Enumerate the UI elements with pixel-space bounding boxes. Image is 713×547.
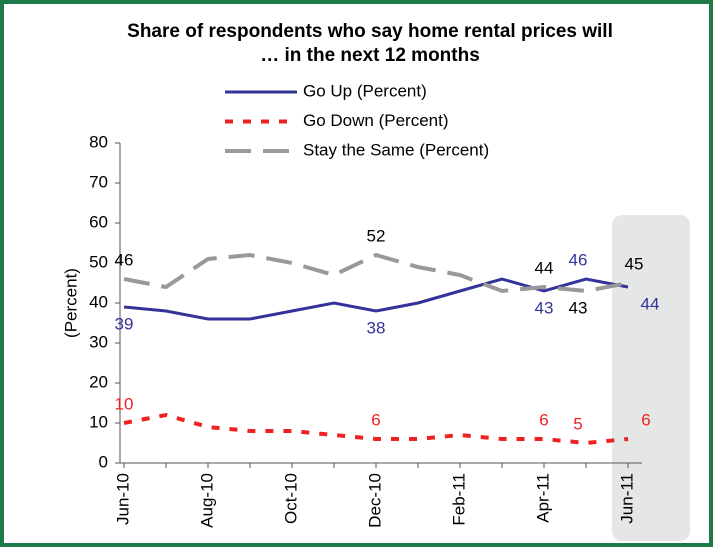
- x-tick-label: Aug-10: [197, 473, 216, 528]
- legend-label: Go Down (Percent): [303, 111, 449, 130]
- series-line: [123, 252, 629, 294]
- x-tick-label: Dec-10: [365, 473, 384, 528]
- x-tick-label: Jun-10: [113, 473, 132, 525]
- data-label: 45: [625, 254, 644, 273]
- data-label: 6: [371, 410, 380, 429]
- data-label: 43: [535, 298, 554, 317]
- data-label: 6: [539, 410, 548, 429]
- highlight-band: [612, 215, 690, 541]
- data-label: 38: [367, 318, 386, 337]
- chart-title: Share of respondents who say home rental…: [127, 21, 613, 66]
- data-label: 46: [115, 250, 134, 269]
- y-tick-label: 80: [89, 132, 108, 151]
- data-label: 52: [367, 226, 386, 245]
- data-label: 10: [115, 394, 134, 413]
- data-label: 39: [115, 314, 134, 333]
- data-label: 5: [573, 414, 582, 433]
- data-label: 46: [569, 250, 588, 269]
- legend-label: Stay the Same (Percent): [303, 140, 489, 159]
- data-label: 44: [641, 294, 660, 313]
- x-tick-label: Apr-11: [533, 473, 552, 523]
- y-tick-label: 20: [89, 372, 108, 391]
- y-tick-label: 30: [89, 332, 108, 351]
- y-tick-label: 70: [89, 172, 108, 191]
- y-axis-label: (Percent): [61, 268, 80, 338]
- x-tick-label: Oct-10: [281, 473, 300, 524]
- x-tick-label: Feb-11: [449, 473, 468, 526]
- y-tick-label: 10: [89, 412, 108, 431]
- y-tick-label: 60: [89, 212, 108, 231]
- series-line: [123, 412, 629, 446]
- y-tick-label: 40: [89, 292, 108, 311]
- y-tick-label: 50: [89, 252, 108, 271]
- data-label: 6: [641, 410, 650, 429]
- data-label: 43: [569, 298, 588, 317]
- series-line: [123, 277, 629, 321]
- x-tick-label: Jun-11: [617, 473, 636, 524]
- data-label: 44: [535, 258, 554, 277]
- legend-label: Go Up (Percent): [303, 81, 427, 100]
- y-tick-label: 0: [99, 452, 108, 471]
